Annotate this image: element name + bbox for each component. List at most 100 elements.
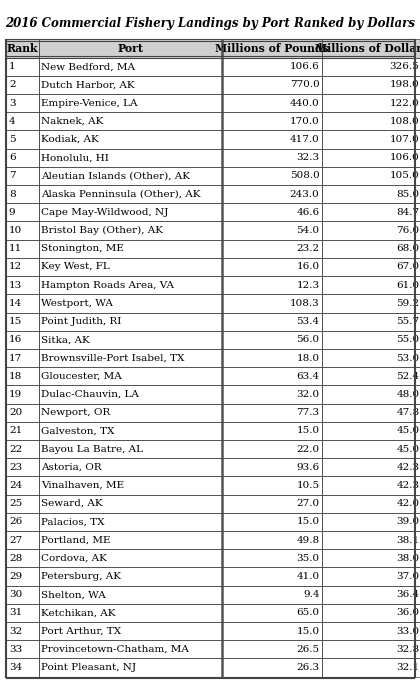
Bar (322, 367, 420, 386)
Bar (222, 477, 322, 494)
Bar (322, 658, 420, 677)
Bar (39, 658, 222, 677)
Bar (222, 367, 322, 386)
Text: 59.2: 59.2 (396, 299, 419, 308)
Text: 34: 34 (9, 663, 22, 672)
Text: New Bedford, MA: New Bedford, MA (42, 63, 135, 71)
Bar (322, 531, 420, 549)
Text: 105.0: 105.0 (390, 171, 419, 180)
Bar (39, 131, 222, 149)
Bar (6, 658, 39, 677)
Bar (39, 330, 222, 349)
Bar (222, 367, 322, 386)
Bar (222, 222, 322, 239)
Bar (6, 258, 39, 276)
Text: 28: 28 (9, 554, 22, 563)
Text: Key West, FL: Key West, FL (42, 262, 110, 271)
Bar (6, 149, 39, 167)
Text: 33.0: 33.0 (396, 626, 419, 636)
Bar (6, 313, 39, 330)
Bar (39, 112, 222, 131)
Bar (222, 349, 322, 367)
Bar (322, 239, 420, 258)
Bar (222, 658, 322, 677)
Bar (39, 185, 222, 203)
Bar (39, 477, 222, 494)
Bar (322, 276, 420, 294)
Bar (222, 640, 322, 658)
Text: 32.8: 32.8 (396, 645, 419, 653)
Text: 53.4: 53.4 (297, 317, 320, 326)
Bar (322, 167, 420, 185)
Text: 2016 Commercial Fishery Landings by Port Ranked by Dollars: 2016 Commercial Fishery Landings by Port… (5, 16, 415, 30)
Text: 15: 15 (9, 317, 22, 326)
Text: 11: 11 (9, 244, 22, 253)
Text: 122.0: 122.0 (390, 99, 419, 107)
Bar (322, 440, 420, 458)
Bar (6, 622, 39, 640)
Bar (39, 94, 222, 112)
Text: 77.3: 77.3 (297, 408, 320, 417)
Bar (6, 112, 39, 131)
Bar (6, 185, 39, 203)
Bar (222, 349, 322, 367)
Bar (222, 112, 322, 131)
Text: 36.0: 36.0 (396, 609, 419, 617)
Text: 17: 17 (9, 354, 22, 362)
Bar (222, 258, 322, 276)
Bar (322, 203, 420, 222)
Bar (39, 203, 222, 222)
Bar (39, 76, 222, 94)
Bar (39, 403, 222, 422)
Bar (39, 94, 222, 112)
Bar (322, 422, 420, 440)
Bar (39, 313, 222, 330)
Bar (39, 640, 222, 658)
Bar (6, 112, 39, 131)
Bar (222, 76, 322, 94)
Bar (322, 386, 420, 403)
Text: 33: 33 (9, 645, 22, 653)
Bar (322, 640, 420, 658)
Bar (6, 39, 39, 58)
Bar (6, 58, 39, 76)
Bar (222, 239, 322, 258)
Bar (39, 112, 222, 131)
Text: 13: 13 (9, 281, 22, 290)
Bar (6, 58, 39, 76)
Bar (222, 94, 322, 112)
Bar (222, 330, 322, 349)
Text: Rank: Rank (7, 43, 38, 54)
Text: 26: 26 (9, 517, 22, 526)
Text: Millions of Pounds: Millions of Pounds (215, 43, 329, 54)
Bar (6, 513, 39, 531)
Text: 32.3: 32.3 (297, 153, 320, 163)
Bar (39, 458, 222, 477)
Bar (222, 294, 322, 313)
Bar (6, 131, 39, 149)
Bar (6, 386, 39, 403)
Bar (6, 440, 39, 458)
Bar (39, 276, 222, 294)
Text: 55.7: 55.7 (396, 317, 419, 326)
Bar (322, 39, 420, 58)
Bar (39, 567, 222, 585)
Text: 508.0: 508.0 (290, 171, 320, 180)
Bar (39, 640, 222, 658)
Bar (322, 76, 420, 94)
Text: 25: 25 (9, 499, 22, 508)
Text: 48.0: 48.0 (396, 390, 419, 399)
Bar (322, 239, 420, 258)
Bar (222, 58, 322, 76)
Bar (222, 458, 322, 477)
Bar (6, 440, 39, 458)
Bar (322, 112, 420, 131)
Text: 12: 12 (9, 262, 22, 271)
Bar (322, 222, 420, 239)
Bar (322, 131, 420, 149)
Text: 29: 29 (9, 572, 22, 581)
Bar (222, 94, 322, 112)
Bar (6, 276, 39, 294)
Text: Ketchikan, AK: Ketchikan, AK (42, 609, 116, 617)
Bar (222, 39, 322, 58)
